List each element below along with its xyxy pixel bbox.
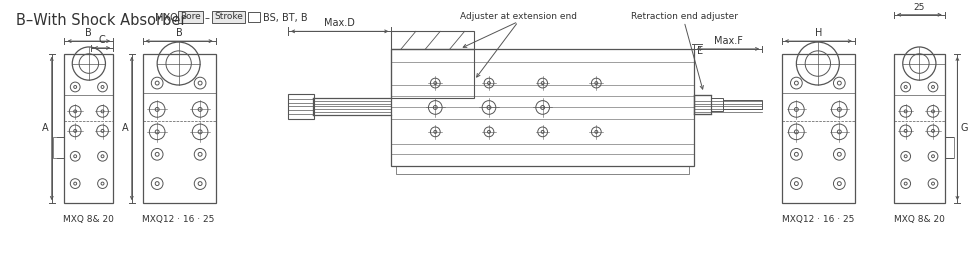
Text: B–With Shock Absorber: B–With Shock Absorber [16,13,187,28]
Bar [694,95,711,114]
Text: Max.F: Max.F [713,36,743,46]
Bar [397,166,689,174]
Text: Max.D: Max.D [324,19,355,28]
Bar [392,49,475,98]
Text: A: A [42,123,49,134]
Bar [723,100,762,109]
Text: B: B [85,28,92,38]
Bar [212,11,245,23]
Bar [945,137,955,158]
Bar [248,12,260,21]
Text: C: C [99,35,106,45]
Text: Retraction end adjuster: Retraction end adjuster [631,12,738,21]
Text: A: A [122,123,129,134]
Bar [64,54,113,203]
Text: B: B [176,28,183,38]
Bar [392,31,475,49]
Text: Adjuster at extension end: Adjuster at extension end [460,12,576,21]
Text: Stroke: Stroke [214,12,243,21]
Bar [894,54,945,203]
Text: G: G [960,123,968,134]
Text: MXQ 8& 20: MXQ 8& 20 [64,215,114,224]
Bar [53,137,64,158]
Text: Bore: Bore [180,12,200,21]
Bar [782,54,855,203]
Bar [143,54,216,203]
Bar [288,94,315,119]
Bar [392,49,694,166]
Text: E: E [697,46,703,56]
Text: MXQ12 · 16 · 25: MXQ12 · 16 · 25 [782,215,854,224]
Text: MXQ: MXQ [155,13,178,23]
Text: BS, BT, B: BS, BT, B [263,13,307,23]
Text: MXQ 8& 20: MXQ 8& 20 [894,215,945,224]
Text: –: – [205,13,210,23]
Text: MXQ12 · 16 · 25: MXQ12 · 16 · 25 [143,215,215,224]
Text: 25: 25 [913,3,925,12]
Bar [178,11,203,23]
Bar [711,98,723,111]
Text: H: H [815,28,822,38]
